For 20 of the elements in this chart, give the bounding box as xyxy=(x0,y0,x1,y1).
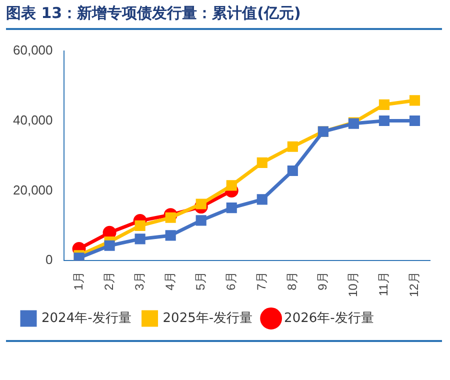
x-tick-label: 4月 xyxy=(162,272,177,290)
legend-label: 2026年-发行量 xyxy=(284,310,374,326)
legend-label: 2024年-发行量 xyxy=(42,310,132,326)
y-tick-label: 20,000 xyxy=(12,182,53,198)
legend-label: 2025年-发行量 xyxy=(162,310,253,326)
x-tick-label: 10月 xyxy=(346,272,360,298)
y-tick-label: 60,000 xyxy=(12,42,53,58)
x-tick-label: 7月 xyxy=(254,272,268,290)
x-tick-label: 3月 xyxy=(132,272,146,290)
x-tick-label: 1月 xyxy=(71,272,86,290)
x-tick-label: 5月 xyxy=(193,272,208,290)
x-tick-label: 2月 xyxy=(102,272,116,290)
x-tick-label: 9月 xyxy=(315,272,330,290)
x-tick-label: 8月 xyxy=(284,272,299,290)
y-tick-label: 0 xyxy=(46,252,53,268)
y-tick-label: 40,000 xyxy=(12,112,53,128)
chart-title: 图表 13：新增专项债发行量：累计值(亿元) xyxy=(6,4,442,30)
x-tick-label: 6月 xyxy=(224,272,238,290)
x-tick-label: 11月 xyxy=(376,272,391,296)
x-tick-label: 12月 xyxy=(407,272,422,298)
